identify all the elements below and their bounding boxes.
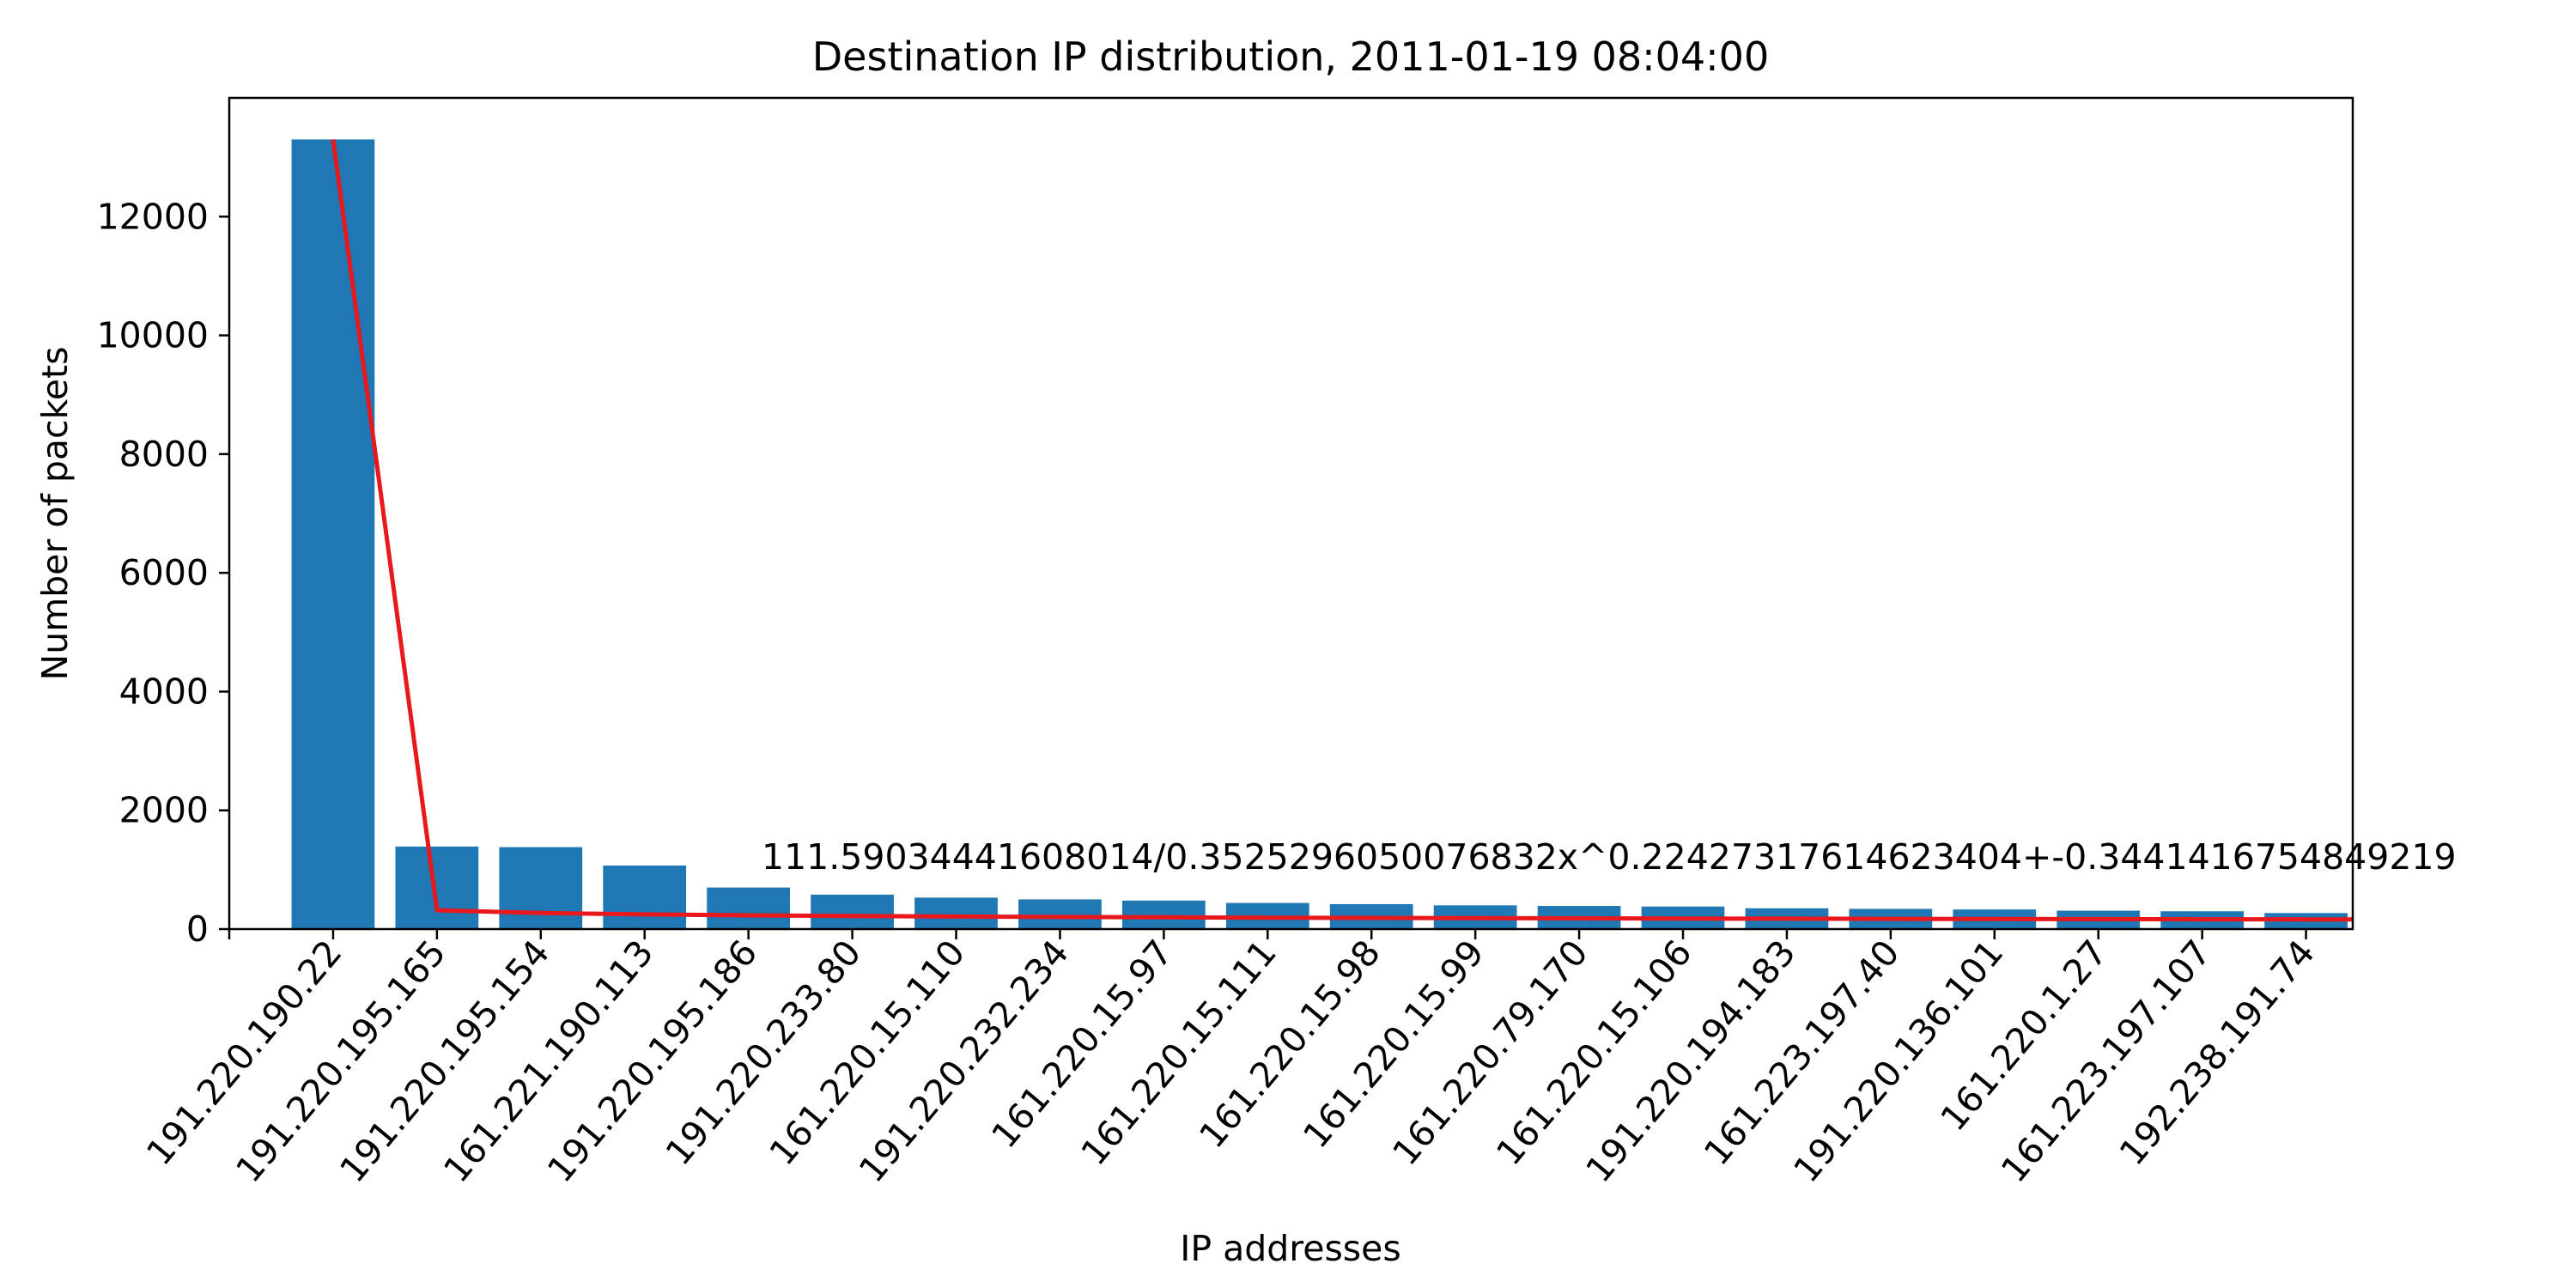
- y-tick-label-10000: 10000: [97, 315, 209, 356]
- chart-title: Destination IP distribution, 2011-01-19 …: [812, 33, 1769, 80]
- x-tick-label-161.220.79.170: 161.220.79.170: [1384, 933, 1595, 1174]
- bar-191.220.232.234: [1018, 899, 1102, 929]
- x-tick-label-192.238.191.74: 192.238.191.74: [2111, 933, 2323, 1174]
- x-axis-label: IP addresses: [1180, 1228, 1401, 1269]
- x-tick-label-161.220.15.110: 161.220.15.110: [762, 933, 973, 1174]
- bar-161.220.15.97: [1121, 900, 1206, 929]
- x-tick-label-161.220.15.97: 161.220.15.97: [983, 933, 1181, 1157]
- y-tick-label-0: 0: [186, 908, 209, 950]
- bars-group: [291, 139, 2348, 929]
- x-tick-label-191.220.233.80: 191.220.233.80: [658, 933, 869, 1174]
- bar-191.220.195.165: [395, 846, 479, 929]
- x-tick-label-161.220.15.106: 161.220.15.106: [1488, 933, 1699, 1174]
- fit-curve: [331, 139, 2354, 922]
- bar-191.220.195.186: [707, 887, 791, 929]
- y-tick-label-8000: 8000: [119, 434, 209, 475]
- bar-191.220.195.154: [499, 847, 583, 929]
- y-axis: 0 2000 4000 6000 8000 10000 12000: [97, 196, 229, 950]
- x-tick-label-161.223.197.40: 161.223.197.40: [1696, 933, 1907, 1174]
- x-tick-label-191.220.190.22: 191.220.190.22: [138, 933, 349, 1174]
- bar-191.220.233.80: [811, 894, 894, 929]
- bar-191.220.190.22: [291, 139, 375, 929]
- x-tick-label-161.220.15.98: 161.220.15.98: [1191, 933, 1388, 1157]
- y-tick-label-2000: 2000: [119, 790, 209, 831]
- x-axis: 191.220.190.22191.220.195.165191.220.195…: [138, 929, 2323, 1190]
- fit-equation-label: 111.59034441608014/0.3525296050076832x^0…: [762, 836, 2457, 878]
- y-axis-label: Number of packets: [34, 347, 76, 681]
- y-tick-label-12000: 12000: [97, 196, 209, 237]
- x-tick-label-161.220.15.111: 161.220.15.111: [1073, 933, 1285, 1174]
- plot-frame: [228, 96, 2354, 931]
- x-tick-label-161.220.15.99: 161.220.15.99: [1295, 933, 1492, 1157]
- bar-161.220.15.110: [914, 897, 998, 929]
- y-tick-label-4000: 4000: [119, 671, 209, 712]
- bar-161.221.190.113: [603, 866, 687, 929]
- y-tick-label-6000: 6000: [119, 552, 209, 593]
